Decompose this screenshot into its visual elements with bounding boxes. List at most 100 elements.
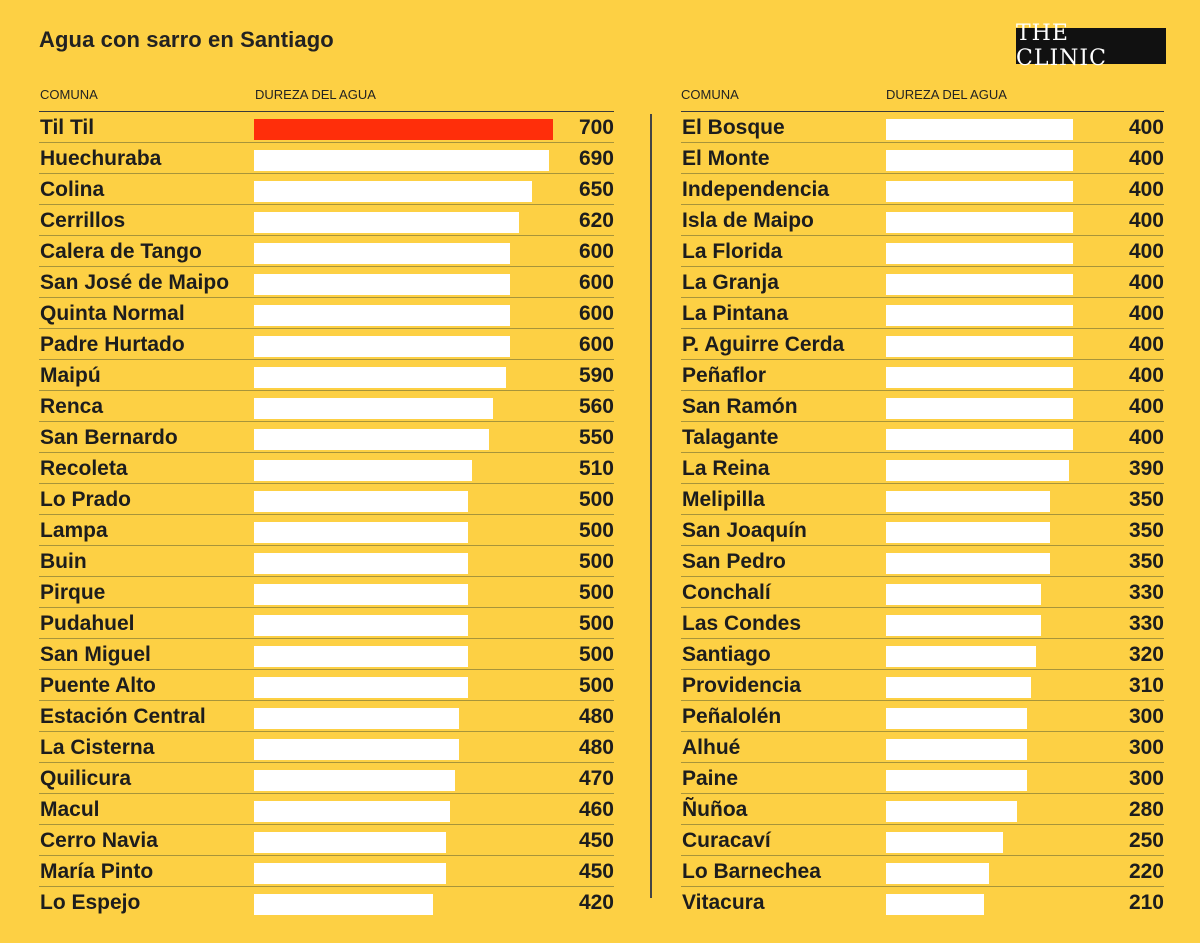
hardness-value: 350 — [1128, 488, 1164, 511]
comuna-name: La Pintana — [682, 302, 789, 325]
table-row: Maipú 590 — [39, 360, 614, 391]
hardness-value: 400 — [1128, 240, 1164, 263]
comuna-name: Isla de Maipo — [682, 209, 814, 232]
table-row: Quinta Normal 600 — [39, 298, 614, 329]
table-row: Macul 460 — [39, 794, 614, 825]
table-row: Peñalolén 300 — [681, 701, 1164, 732]
hardness-bar — [254, 274, 511, 295]
right-rows: El Bosque 400 El Monte 400 Independencia 400 I… — [681, 112, 1164, 917]
hardness-value: 480 — [578, 736, 614, 759]
hardness-bar — [886, 212, 1074, 233]
table-row: Alhué 300 — [681, 732, 1164, 763]
comuna-name: Cerro Navia — [40, 829, 158, 852]
hardness-value: 500 — [578, 674, 614, 697]
table-row: Conchalí 330 — [681, 577, 1164, 608]
table-row: La Cisterna 480 — [39, 732, 614, 763]
hardness-value: 620 — [578, 209, 614, 232]
hardness-value: 700 — [578, 116, 614, 139]
table-row: Puente Alto 500 — [39, 670, 614, 701]
hardness-value: 220 — [1128, 860, 1164, 883]
hardness-value: 300 — [1128, 767, 1164, 790]
hardness-bar — [886, 894, 985, 915]
table-row: San Bernardo 550 — [39, 422, 614, 453]
hardness-bar — [254, 770, 455, 791]
comuna-name: Puente Alto — [40, 674, 156, 697]
hardness-bar — [254, 150, 549, 171]
hardness-bar — [886, 305, 1074, 326]
table-row: Lo Espejo 420 — [39, 887, 614, 917]
hardness-value: 280 — [1128, 798, 1164, 821]
comuna-name: San Miguel — [40, 643, 151, 666]
hardness-value: 460 — [578, 798, 614, 821]
hardness-bar — [254, 522, 468, 543]
table-row: Isla de Maipo 400 — [681, 205, 1164, 236]
hardness-value: 350 — [1128, 519, 1164, 542]
hardness-value: 560 — [578, 395, 614, 418]
comuna-name: Curacaví — [682, 829, 771, 852]
table-row: María Pinto 450 — [39, 856, 614, 887]
hardness-bar — [886, 863, 990, 884]
table-row: San Miguel 500 — [39, 639, 614, 670]
chart-title: Agua con sarro en Santiago — [39, 27, 334, 52]
comuna-name: Buin — [40, 550, 87, 573]
hardness-bar — [886, 119, 1074, 140]
hardness-value: 310 — [1128, 674, 1164, 697]
hardness-value: 470 — [578, 767, 614, 790]
hardness-value: 320 — [1128, 643, 1164, 666]
table-row: San José de Maipo 600 — [39, 267, 614, 298]
comuna-name: Talagante — [682, 426, 779, 449]
hardness-bar — [254, 677, 468, 698]
hardness-bar — [886, 150, 1074, 171]
hardness-bar — [254, 398, 494, 419]
hardness-bar — [886, 367, 1074, 388]
table-row: Lampa 500 — [39, 515, 614, 546]
table-row: Peñaflor 400 — [681, 360, 1164, 391]
hardness-bar — [886, 584, 1041, 605]
hardness-bar — [254, 894, 434, 915]
hardness-value: 330 — [1128, 581, 1164, 604]
hardness-bar — [254, 646, 468, 667]
hardness-bar — [886, 553, 1050, 574]
table-row: Lo Prado 500 — [39, 484, 614, 515]
table-row: Lo Barnechea 220 — [681, 856, 1164, 887]
comuna-name: Lo Barnechea — [682, 860, 821, 883]
comuna-name: Lo Espejo — [40, 891, 141, 914]
hardness-value: 400 — [1128, 271, 1164, 294]
the-clinic-logo: THE CLINIC — [1016, 21, 1166, 71]
hardness-value: 500 — [578, 581, 614, 604]
table-row: San Ramón 400 — [681, 391, 1164, 422]
hardness-bar — [254, 119, 553, 140]
hardness-value: 650 — [578, 178, 614, 201]
comuna-name: Quilicura — [40, 767, 132, 790]
comuna-name: Vitacura — [682, 891, 765, 914]
hardness-value: 400 — [1128, 116, 1164, 139]
comuna-name: Las Condes — [682, 612, 802, 635]
hardness-value: 350 — [1128, 550, 1164, 573]
hardness-value: 600 — [578, 240, 614, 263]
table-row: Curacaví 250 — [681, 825, 1164, 856]
comuna-name: P. Aguirre Cerda — [682, 333, 845, 356]
hardness-value: 600 — [578, 333, 614, 356]
comuna-name: María Pinto — [40, 860, 154, 883]
hardness-value: 500 — [578, 612, 614, 635]
table-row: La Reina 390 — [681, 453, 1164, 484]
hardness-bar — [254, 739, 460, 760]
hardness-bar — [886, 274, 1074, 295]
dureza-header: DUREZA DEL AGUA — [886, 87, 1007, 102]
hardness-bar — [254, 336, 511, 357]
right-column-table: COMUNA DUREZA DEL AGUA El Bosque 400 El Mo… — [681, 85, 1164, 917]
table-row: Melipilla 350 — [681, 484, 1164, 515]
hardness-bar — [886, 739, 1027, 760]
comuna-name: Renca — [40, 395, 104, 418]
hardness-bar — [886, 429, 1074, 450]
comuna-name: Conchalí — [682, 581, 771, 604]
comuna-name: San Bernardo — [40, 426, 178, 449]
hardness-bar — [254, 615, 468, 636]
table-row: Vitacura 210 — [681, 887, 1164, 917]
hardness-value: 500 — [578, 550, 614, 573]
table-row: El Bosque 400 — [681, 112, 1164, 143]
left-rows: Til Til 700 Huechuraba 690 Colina 650 Cerrillo… — [39, 112, 614, 917]
right-header: COMUNA DUREZA DEL AGUA — [681, 85, 1164, 112]
hardness-value: 480 — [578, 705, 614, 728]
hardness-value: 210 — [1128, 891, 1164, 914]
